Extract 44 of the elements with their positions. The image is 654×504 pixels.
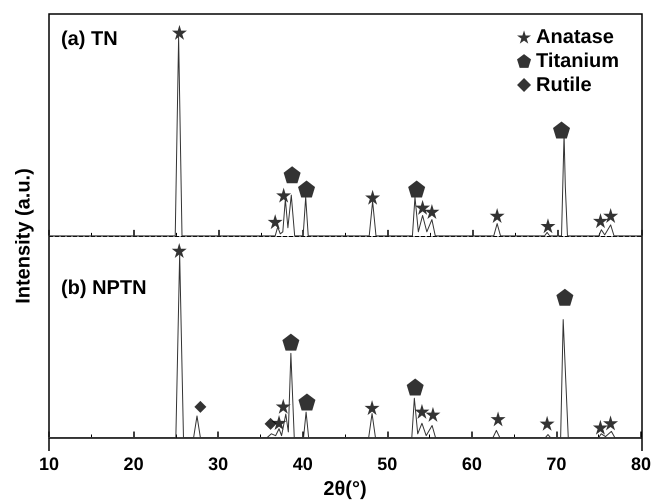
point (556, 288, 574, 306)
point (284, 166, 301, 184)
point (282, 334, 300, 351)
point (415, 200, 430, 215)
x-tick-label: 60 (462, 454, 482, 474)
point (172, 24, 187, 40)
x-tick-label: 10 (38, 454, 60, 474)
point (414, 404, 430, 419)
point (553, 122, 570, 139)
x-tick-label: 30 (208, 454, 228, 474)
text: (b) NPTN (61, 277, 147, 299)
legend-label: Titanium (536, 50, 619, 72)
x-axis-title: 2θ(°) (323, 478, 367, 500)
point (540, 416, 555, 431)
legend-label: Anatase (536, 26, 614, 48)
x-tick-label: 70 (546, 454, 566, 474)
point (490, 208, 505, 224)
point (194, 400, 206, 413)
point (365, 190, 380, 205)
x-tick-label: 80 (630, 454, 652, 474)
chart-title: (a) TN (61, 28, 118, 50)
point (490, 411, 506, 426)
point (172, 243, 187, 258)
point (406, 378, 424, 396)
point (298, 180, 316, 198)
point (268, 214, 283, 230)
point (298, 393, 316, 410)
point (424, 204, 440, 219)
point (276, 188, 292, 203)
y-axis-title: Intensity (a.u.) (12, 168, 36, 304)
point (592, 213, 608, 228)
point (592, 420, 608, 435)
point (540, 218, 556, 234)
legend-label: Rutile (536, 74, 592, 96)
point (603, 208, 618, 224)
point (408, 180, 426, 198)
point (364, 400, 380, 416)
point (603, 415, 618, 430)
x-tick-label: 50 (377, 454, 398, 474)
x-tick-label: 40 (292, 454, 313, 474)
point (264, 418, 277, 430)
point (425, 406, 440, 422)
x-tick-label: 20 (124, 454, 144, 474)
point (276, 398, 291, 414)
